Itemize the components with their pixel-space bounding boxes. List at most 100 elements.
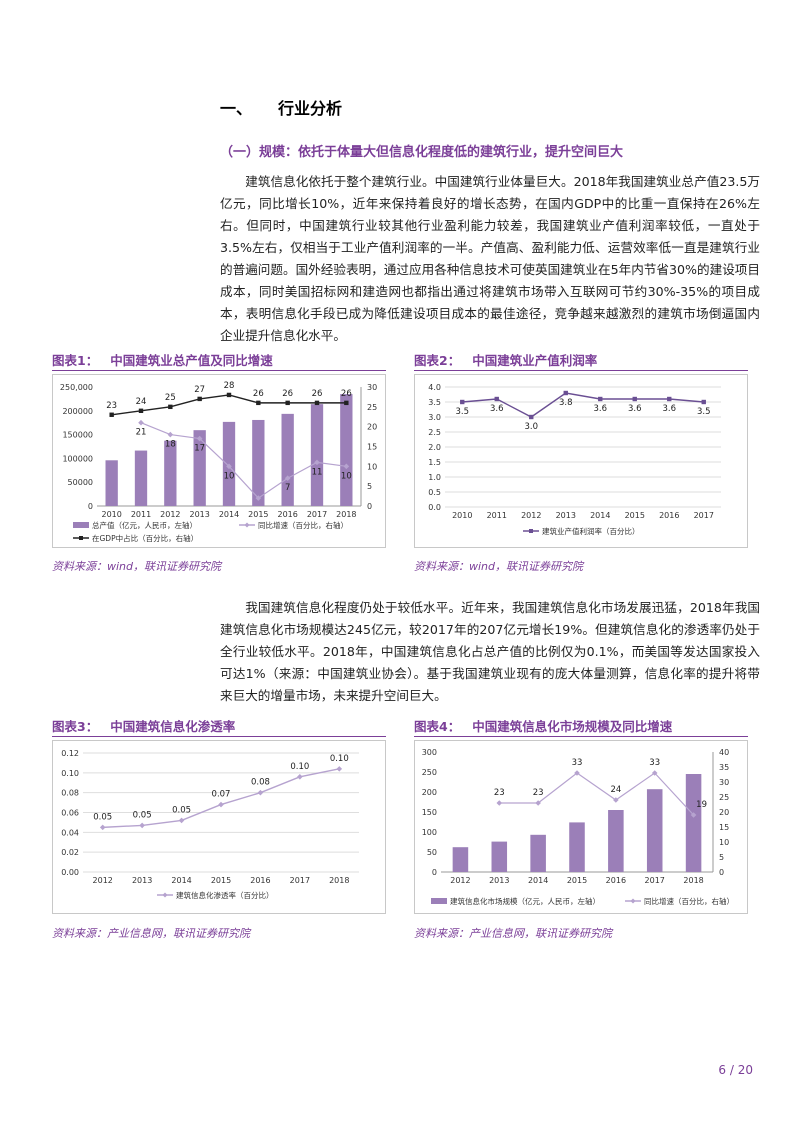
chart-1-gdp-share-data-label: 27 <box>194 385 205 395</box>
chart-1-gdp-share-legend-marker <box>79 536 83 540</box>
chart-2-point <box>494 396 499 402</box>
chart-2-x-tick: 2015 <box>625 511 645 520</box>
chart-4-bar <box>608 810 624 872</box>
chart-4-growth-point <box>613 797 619 803</box>
chart-1-gdp-share-data-label: 23 <box>106 401 117 411</box>
figure-4-text: 中国建筑信息化市场规模及同比增速 <box>472 719 673 734</box>
chart-3-point <box>178 817 185 824</box>
chart-4-left-tick: 50 <box>427 848 437 857</box>
figure-1-source: 资料来源：wind，联讯证券研究院 <box>52 560 222 573</box>
chart-2-left-tick: 3.5 <box>428 398 441 407</box>
chart-4-frame: 0 50 100 150 200 250 300 0 5 10 15 20 25 30 35 40 23 23 33… <box>414 740 748 914</box>
chart-4-x-tick: 2012 <box>450 876 470 885</box>
section-heading: 一、 行业分析 <box>220 95 342 119</box>
chart-4-bar <box>685 774 702 872</box>
figure-1-title: 图表1： 中国建筑业总产值及同比增速 <box>52 350 273 369</box>
chart-1-growth-point <box>138 419 144 426</box>
chart-4-right-tick: 20 <box>719 808 729 817</box>
chart-4-x-tick: 2016 <box>606 876 626 885</box>
chart-1-gdp-share-point <box>138 408 144 413</box>
chart-2-data-label: 3.6 <box>593 404 607 414</box>
page-number: 6 / 20 <box>718 1063 753 1077</box>
chart-3-left-tick: 0.00 <box>61 868 79 877</box>
chart-3-point <box>257 789 264 796</box>
chart-2-x-tick: 2017 <box>694 511 714 520</box>
paragraph-2: 我国建筑信息化程度仍处于较低水平。近年来，我国建筑信息化市场发展迅猛，2018年… <box>220 600 760 703</box>
chart-1-growth-data-label: 10 <box>341 471 352 481</box>
chart-4-bar <box>569 822 585 872</box>
chart-2-x-tick: 2011 <box>487 511 507 520</box>
chart-4-growth-data-label: 33 <box>649 758 660 768</box>
chart-4-growth-data-label: 33 <box>572 758 583 768</box>
chart-1-growth-data-label: 11 <box>312 467 323 477</box>
chart-2-line <box>462 392 704 418</box>
chart-4-x-tick: 2017 <box>645 876 665 885</box>
chart-2-point <box>667 396 672 402</box>
chart-3-legend-label: 建筑信息化渗透率（百分比） <box>176 890 274 900</box>
chart-1-left-tick: 150000 <box>62 431 93 440</box>
chart-2-x-tick: 2010 <box>452 511 472 520</box>
chart-4-growth-data-label: 19 <box>696 800 707 810</box>
chart-3-x-tick: 2015 <box>211 876 231 885</box>
chart-3: 0.00 0.02 0.04 0.06 0.08 0.10 0.12 0.05 0.05 0.05… <box>61 749 359 900</box>
chart-2-point <box>701 399 706 405</box>
chart-2-data-label: 3.6 <box>628 404 642 414</box>
chart-2-x-tick: 2014 <box>590 511 610 520</box>
chart-4-growth-legend-label: 同比增速（百分比，右轴） <box>644 896 734 906</box>
chart-3-data-label: 0.10 <box>290 762 309 772</box>
chart-1-growth-point <box>167 431 174 438</box>
chart-1-gdp-share-data-label: 26 <box>282 389 293 399</box>
figure-3-rule <box>52 736 386 737</box>
chart-4-left-tick: 300 <box>422 748 437 757</box>
chart-1-gdp-share-legend-label: 在GDP中占比（百分比，右轴） <box>92 533 198 543</box>
chart-1-growth-point <box>255 495 262 501</box>
chart-3-point <box>139 822 145 829</box>
chart-1-growth-legend-marker <box>244 522 250 528</box>
chart-1-gdp-share-point <box>168 404 173 410</box>
chart-2-data-label: 3.5 <box>697 407 711 417</box>
chart-4-right-tick: 35 <box>719 763 729 772</box>
chart-4-growth-line <box>499 772 695 816</box>
chart-4-left-tick: 200 <box>422 788 437 797</box>
chart-3-left-tick: 0.08 <box>61 789 79 798</box>
chart-3-left-tick: 0.04 <box>61 828 79 837</box>
chart-4-bar <box>530 834 546 872</box>
chart-1-right-tick: 5 <box>367 482 372 491</box>
chart-4-growth-point <box>496 800 503 806</box>
chart-1-right-tick: 30 <box>367 383 377 392</box>
chart-1-gdp-share-point <box>314 400 320 406</box>
figure-4-rule <box>414 736 748 737</box>
chart-1-right-tick: 25 <box>367 403 377 412</box>
chart-1-growth-line <box>140 422 347 499</box>
chart-1-bars-legend-swatch <box>73 522 89 528</box>
chart-1-gdp-share-data-label: 24 <box>136 397 147 407</box>
chart-2-data-label: 3.0 <box>524 422 538 432</box>
figure-3-text: 中国建筑信息化渗透率 <box>110 719 236 734</box>
chart-2-point <box>598 396 603 402</box>
chart-3-point <box>297 774 303 780</box>
chart-4-right-tick: 25 <box>719 793 729 802</box>
chart-2: 0.0 0.5 1.0 1.5 2.0 2.5 3.0 3.5 4.0 3.5 3.6 3.0 3.8 3… <box>428 383 721 536</box>
chart-1-gdp-share-data-label: 26 <box>253 389 264 399</box>
chart-4-bar <box>452 847 469 872</box>
chart-1-frame: 0 50000 100000 150000 200000 250,000 0 5 10 15 20 2… <box>52 374 386 548</box>
chart-4: 0 50 100 150 200 250 300 0 5 10 15 20 25 30 35 40 23 23 33… <box>422 748 734 906</box>
chart-3-data-label: 0.05 <box>172 805 191 815</box>
chart-3-point <box>218 801 224 808</box>
chart-1-bar <box>340 394 353 506</box>
chart-1-gdp-share-point <box>285 400 290 406</box>
chart-1-growth-data-label: 7 <box>285 483 290 493</box>
chart-3-left-tick: 0.06 <box>61 809 79 818</box>
chart-1-bar <box>252 419 265 506</box>
chart-2-left-tick: 2.0 <box>428 443 441 452</box>
chart-2-left-tick: 0.0 <box>428 503 441 512</box>
chart-2-left-tick: 1.5 <box>428 458 441 467</box>
figure-2-rule <box>414 370 748 371</box>
figure-4-label: 图表4： <box>414 719 461 734</box>
chart-2-point <box>632 396 637 402</box>
chart-4-bars-legend-label: 建筑信息化市场规模（亿元，人民币，左轴） <box>450 896 600 906</box>
figure-4-source: 资料来源：产业信息网，联讯证券研究院 <box>414 927 612 940</box>
chart-3-x-tick: 2012 <box>93 876 113 885</box>
figure-3-label: 图表3： <box>52 719 99 734</box>
chart-1-bar <box>281 413 294 506</box>
